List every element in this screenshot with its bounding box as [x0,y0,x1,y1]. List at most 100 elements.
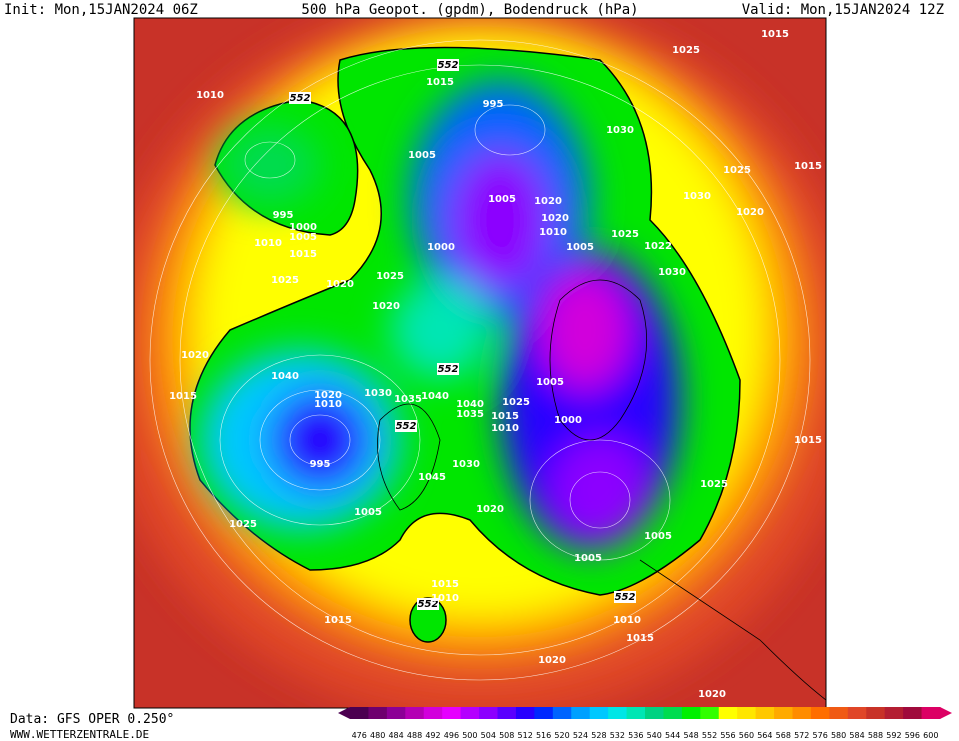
label-box [289,92,311,104]
isobar-label: 552 [290,93,311,104]
colorbar-arrow [940,707,952,719]
isobar-label: 1020 [736,207,764,218]
colorbar-swatch [423,707,443,719]
isobar-label: 1030 [364,388,392,399]
colorbar-swatch [589,707,609,719]
colorbar-swatch [571,707,591,719]
isobar-label: 1015 [426,77,454,88]
isobar-label: 1000 [554,415,582,426]
map-title: 500 hPa Geopot. (gpdm), Bodendruck (hPa) [301,2,638,18]
colorbar-label: 520 [554,731,569,740]
isobar-label: 1030 [452,459,480,470]
isobar-label: 1005 [644,531,672,542]
label-box [614,591,636,603]
colorbar-label: 488 [407,731,422,740]
colorbar-label: 580 [831,731,846,740]
isobar-label: 1020 [326,279,354,290]
isobar-label: 1005 [354,507,382,518]
isobar-label: 1030 [683,191,711,202]
isobar-label: 1005 [408,150,436,161]
isobar-label: 1025 [271,275,299,286]
valid-time: Valid: Mon,15JAN2024 12Z [742,2,944,18]
colorbar-label: 560 [739,731,754,740]
colorbar-swatch [903,707,923,719]
label-box [417,598,439,610]
isobar-label: 1020 [538,655,566,666]
colorbar-label: 540 [647,731,662,740]
colorbar-swatch [737,707,757,719]
isobar-label: 1020 [372,301,400,312]
isobar-label: 1020 [314,390,342,401]
isobar-label: 1005 [488,194,516,205]
isobar-label: 1045 [418,472,446,483]
colorbar-swatch [386,707,406,719]
isobar-label: 1005 [536,377,564,388]
isobar-label: 1025 [672,45,700,56]
isobar-label: 995 [483,99,504,110]
isobar-label: 1010 [431,593,459,604]
label-box [437,59,459,71]
colorbar-swatch [884,707,904,719]
isobar-label: 1015 [324,615,352,626]
isobar-label: 1030 [658,267,686,278]
colorbar-swatch [497,707,517,719]
isobar-label: 1040 [456,399,484,410]
colorbar-label: 524 [573,731,588,740]
colorbar-label: 576 [813,731,828,740]
colorbar-label: 476 [352,731,367,740]
isobar-label: 1010 [196,90,224,101]
isobar-label: 1015 [289,249,317,260]
isobar-label: 1020 [541,213,569,224]
isobar-label: 1040 [271,371,299,382]
colorbar-label: 556 [720,731,735,740]
isobar-label: 1005 [289,232,317,243]
colorbar-label: 568 [776,731,791,740]
colorbar-arrow [338,707,350,719]
colorbar-swatch [792,707,812,719]
colorbar-label: 508 [499,731,514,740]
isobar-label: 1005 [574,553,602,564]
isobar-label: 1025 [376,271,404,282]
colorbar-swatch [626,707,646,719]
isobar-label: 1020 [534,196,562,207]
colorbar-swatch [350,707,369,719]
colorbar-swatch [847,707,867,719]
isobar-label: 1015 [491,411,519,422]
colorbar-label: 536 [628,731,643,740]
isobar-label: 1025 [611,229,639,240]
isobar-label: 1025 [229,519,257,530]
isobar-label: 1025 [723,165,751,176]
label-box [395,420,417,432]
isobar-label: 1025 [502,397,530,408]
colorbar-swatch [534,707,554,719]
isobar-label: 1010 [491,423,519,434]
isobar-label: 1010 [539,227,567,238]
colorbar-label: 592 [886,731,901,740]
colorbar-swatch [442,707,462,719]
isobar-label: 995 [310,459,331,470]
colorbar-swatch [552,707,572,719]
isobar-label: 1000 [289,222,317,233]
isobar-label: 1035 [456,409,484,420]
colorbar-label: 588 [868,731,883,740]
colorbar-swatch [663,707,683,719]
colorbar-swatch [645,707,664,719]
init-time: Init: Mon,15JAN2024 06Z [4,2,198,18]
colorbar-swatch [829,707,849,719]
isobar-label: 1040 [421,391,449,402]
colorbar-label: 500 [462,731,477,740]
colorbar-swatch [460,707,480,719]
colorbar-swatch [405,707,425,719]
colorbar-label: 528 [591,731,606,740]
isobar-label: 1015 [169,391,197,402]
isobar-label: 1025 [700,479,728,490]
isobar-label: 1015 [761,29,789,40]
colorbar-swatch [810,707,830,719]
isobar-label: 1010 [314,399,342,410]
colorbar-label: 564 [757,731,772,740]
colorbar-label: 532 [610,731,625,740]
isobar-label: 1015 [431,579,459,590]
isobar-label: 1022 [644,241,672,252]
colorbar-label: 572 [794,731,809,740]
colorbar-label: 552 [702,731,717,740]
